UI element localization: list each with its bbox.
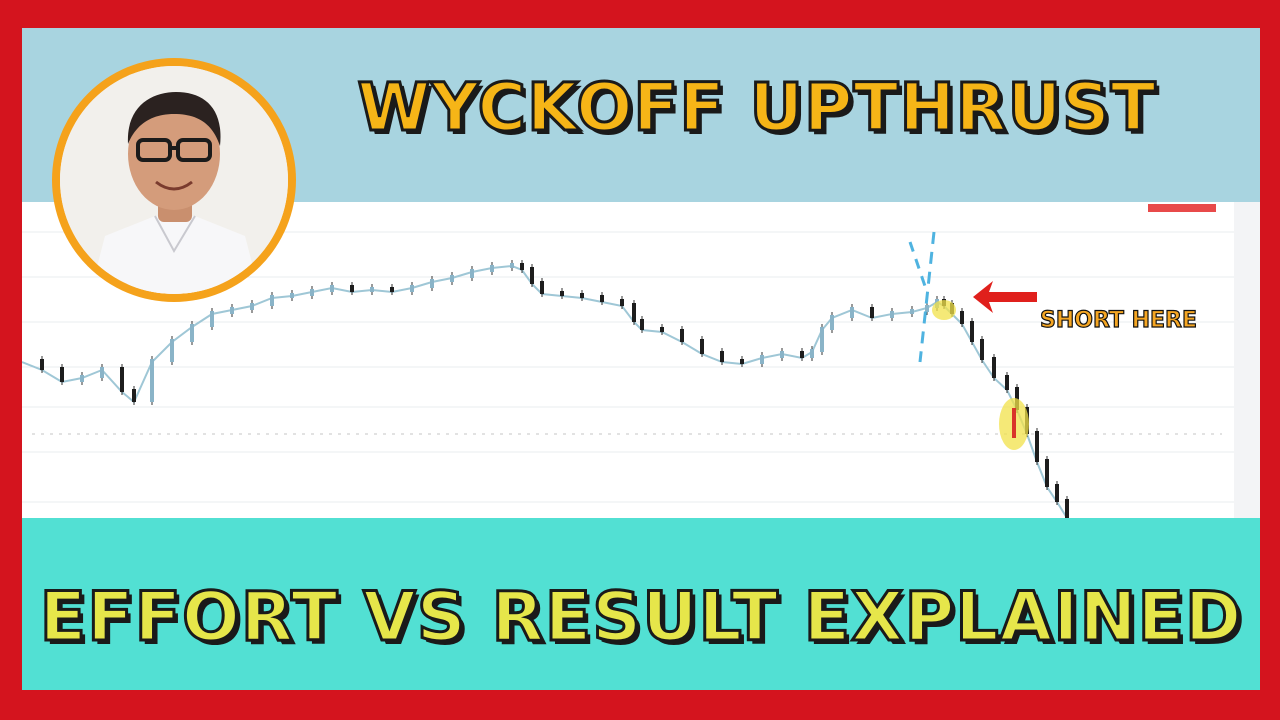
arrow-left-icon bbox=[973, 281, 1037, 313]
presenter-avatar bbox=[60, 66, 288, 294]
main-title: WYCKOFF UPTHRUST bbox=[356, 68, 1157, 148]
thumbnail-canvas: WYCKOFF UPTHRUST EFFORT VS RESULT EXPLAI… bbox=[22, 28, 1260, 690]
subtitle: EFFORT VS RESULT EXPLAINED bbox=[38, 577, 1243, 659]
subtitle-band bbox=[22, 518, 1260, 690]
short-here-label: SHORT HERE bbox=[1039, 307, 1197, 333]
price-chart-svg bbox=[22, 202, 1260, 518]
presenter-photo bbox=[60, 66, 288, 294]
